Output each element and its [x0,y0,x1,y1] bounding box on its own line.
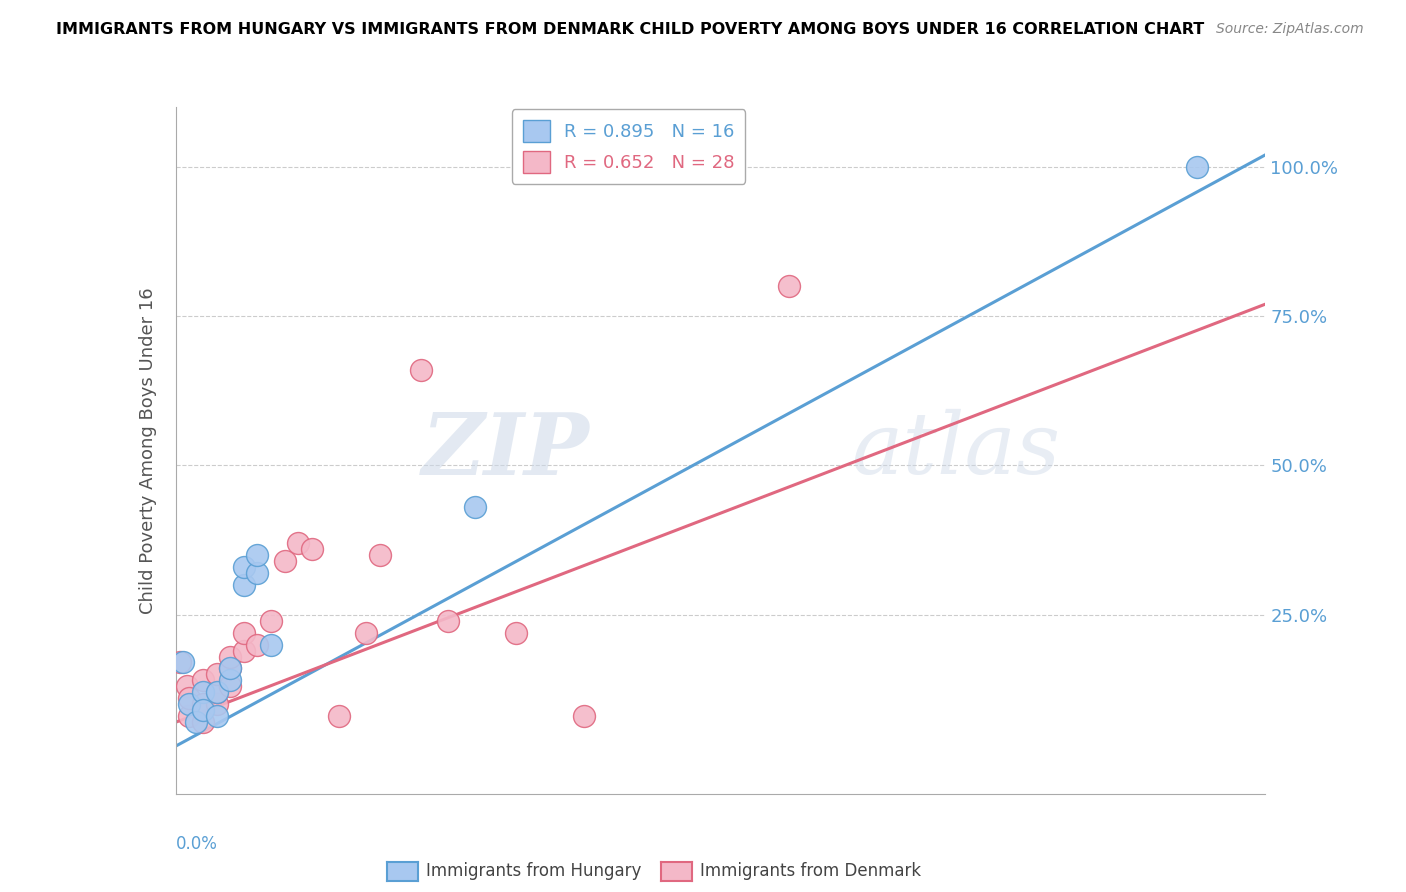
Point [356,625,378,640]
Point [464,500,486,515]
Text: Immigrants from Denmark: Immigrants from Denmark [700,863,921,880]
Text: IMMIGRANTS FROM HUNGARY VS IMMIGRANTS FROM DENMARK CHILD POVERTY AMONG BOYS UNDE: IMMIGRANTS FROM HUNGARY VS IMMIGRANTS FR… [56,22,1205,37]
Point [219,649,242,664]
Point [232,578,254,592]
Point [191,703,214,717]
Point [191,673,214,688]
Point [232,625,254,640]
Point [260,614,283,628]
Text: ZIP: ZIP [422,409,591,492]
Point [778,279,800,293]
Text: Immigrants from Hungary: Immigrants from Hungary [426,863,641,880]
Point [219,661,242,675]
Point [574,709,596,723]
Point [169,656,191,670]
Point [205,685,228,699]
Point [232,643,254,657]
Point [287,536,309,550]
Point [246,638,269,652]
Text: atlas: atlas [852,409,1060,491]
Point [246,566,269,580]
Point [191,685,214,699]
Point [246,548,269,562]
Point [186,715,208,730]
Legend: R = 0.895   N = 16, R = 0.652   N = 28: R = 0.895 N = 16, R = 0.652 N = 28 [512,109,745,184]
Point [301,541,323,556]
Text: 0.0%: 0.0% [176,835,218,853]
Y-axis label: Child Poverty Among Boys Under 16: Child Poverty Among Boys Under 16 [139,287,157,614]
Point [179,691,201,706]
Point [205,709,228,723]
Point [176,679,198,693]
Point [191,698,214,712]
Point [179,709,201,723]
Point [409,363,432,377]
Text: Source: ZipAtlas.com: Source: ZipAtlas.com [1216,22,1364,37]
Point [232,560,254,574]
Point [328,709,350,723]
Point [274,554,297,568]
Point [219,661,242,675]
Point [179,698,201,712]
Point [219,679,242,693]
Point [1187,160,1209,174]
Point [368,548,391,562]
Point [505,625,527,640]
Point [219,673,242,688]
Point [172,656,194,670]
Point [437,614,460,628]
Point [191,715,214,730]
Point [205,698,228,712]
Point [205,685,228,699]
Point [205,667,228,681]
Point [260,638,283,652]
